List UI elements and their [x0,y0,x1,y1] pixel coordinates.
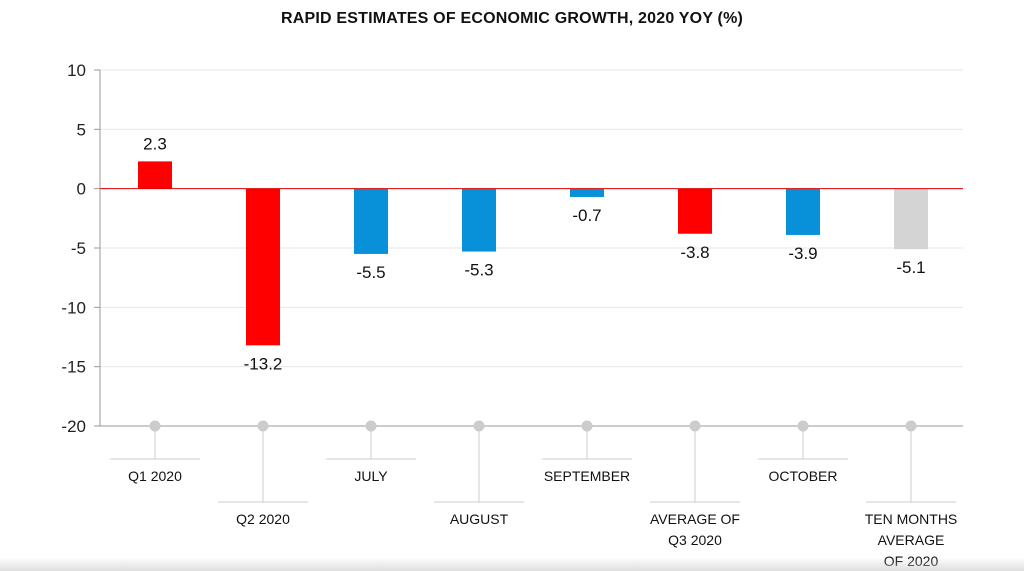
bar [138,161,172,189]
y-tick-label: -10 [61,298,86,317]
category-label: Q3 2020 [668,532,722,548]
bar [786,188,820,235]
category-label: TEN MONTHS [865,511,958,527]
y-tick-label: -5 [71,239,86,258]
y-tick-label: 5 [77,120,86,139]
data-labels: 2.3 -13.2 -5.5 -5.3 -0.7 -3.8 -3.9 -5.1 [143,134,925,373]
callout-dot [905,420,917,432]
data-label: 2.3 [143,134,167,153]
callout-dot [797,420,809,432]
category-label: Q1 2020 [128,468,182,484]
bottom-shadow [0,557,1024,571]
callout-dot [149,420,161,432]
data-label: -3.8 [680,243,709,262]
bar [570,188,604,197]
y-tick-label: 10 [67,61,86,80]
bars [138,161,928,346]
y-axis: 10 5 0 -5 -10 -15 -20 [61,61,101,436]
category-label: JULY [354,468,388,484]
y-tick-label: -15 [61,358,86,377]
bar [354,188,388,254]
category-label: AVERAGE OF [650,511,740,527]
data-label: -13.2 [244,354,283,373]
bar [246,188,280,346]
bar [894,188,928,250]
callout-dot [365,420,377,432]
y-tick-label: 0 [77,180,86,199]
data-label: -5.1 [896,258,925,277]
data-label: -0.7 [572,206,601,225]
category-callouts: Q1 2020 Q2 2020 JULY AUGUST SEPTEMBER AVERAGE… [110,420,958,569]
grid-lines [100,69,963,427]
category-label: Q2 2020 [236,511,290,527]
data-label: -5.3 [464,261,493,280]
bar [462,188,496,252]
category-label: AVERAGE [878,532,945,548]
callout-dot [581,420,593,432]
y-tick-label: -20 [61,417,86,436]
callout-dot [689,420,701,432]
callout-dot [473,420,485,432]
category-label: AUGUST [450,511,509,527]
callout-dot [257,420,269,432]
category-label: OCTOBER [769,468,838,484]
bar [678,188,712,234]
data-label: -5.5 [356,263,385,282]
data-label: -3.9 [788,244,817,263]
chart-title: RAPID ESTIMATES OF ECONOMIC GROWTH, 2020… [280,10,744,27]
category-label: SEPTEMBER [544,468,630,484]
